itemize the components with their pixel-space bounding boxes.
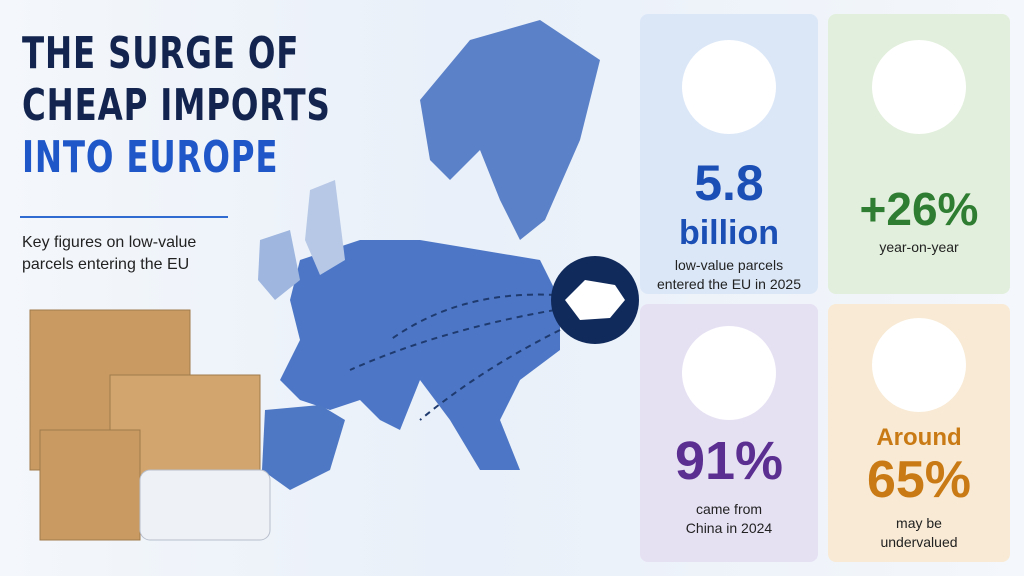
stat-prefix: Around xyxy=(876,424,962,451)
stat-value: 5.8 xyxy=(694,155,764,211)
box-icon xyxy=(682,40,776,134)
growth-icon xyxy=(872,40,966,134)
title-line: CHEAP IMPORTS xyxy=(22,80,331,131)
stat-value: 65% xyxy=(866,451,972,509)
china-icon xyxy=(682,326,776,420)
stat-caption: came from China in 2024 xyxy=(685,501,773,536)
audit-icon xyxy=(872,318,966,412)
title-line: THE SURGE OF xyxy=(22,28,300,79)
stat-value: +26% xyxy=(859,183,979,235)
stat-caption: year-on-year xyxy=(879,239,959,255)
stat-unit: billion xyxy=(678,214,780,252)
subtitle: Key figures on low-value parcels enterin… xyxy=(22,234,197,273)
title-line: INTO EUROPE xyxy=(22,132,279,183)
stat-caption: may be undervalued xyxy=(880,515,958,550)
stat-card: 5.8 billion low-value parcels entered th… xyxy=(640,14,818,294)
stat-card: Around 65% may be undervalued xyxy=(828,304,1010,562)
stat-card: +26% year-on-year xyxy=(828,14,1010,294)
stat-caption: low-value parcels entered the EU in 2025 xyxy=(657,257,801,292)
map-illustration xyxy=(20,20,639,541)
stat-value: 91% xyxy=(674,431,784,491)
stat-card: 91% came from China in 2024 xyxy=(640,304,818,562)
